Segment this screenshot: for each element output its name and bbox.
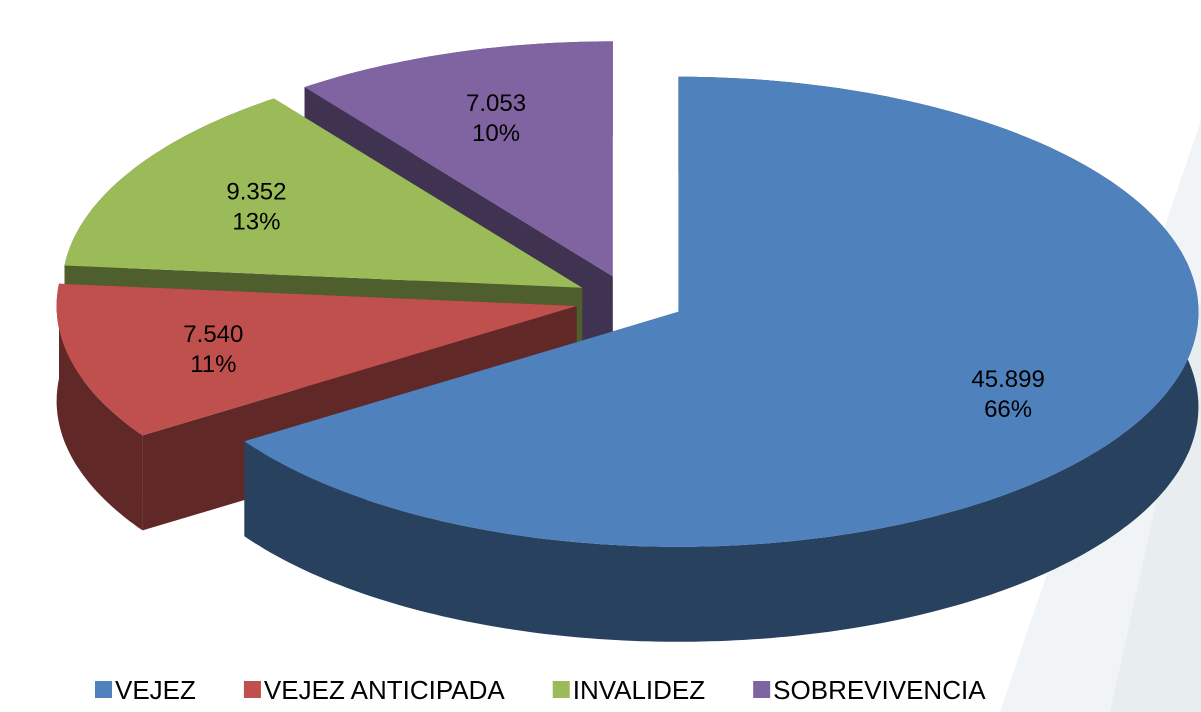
legend-swatch — [243, 681, 261, 698]
legend: VEJEZ VEJEZ ANTICIPADA INVALIDEZ SOBREVIVEN… — [95, 675, 986, 705]
percentage-label: 66% — [984, 396, 1032, 423]
data-label: 7.540 11% — [183, 321, 243, 378]
slice-top — [304, 41, 613, 277]
legend-label: VEJEZ ANTICIPADA — [264, 675, 505, 705]
legend-label: VEJEZ — [115, 675, 196, 705]
legend-swatch — [753, 681, 771, 698]
value-label: 7.053 — [466, 90, 526, 117]
data-label: 7.053 10% — [466, 90, 526, 147]
data-label: 9.352 13% — [226, 179, 286, 236]
legend-swatch — [95, 681, 112, 698]
slice-top — [56, 283, 577, 436]
percentage-label: 13% — [232, 209, 280, 236]
value-label: 9.352 — [226, 179, 286, 206]
percentage-label: 11% — [190, 351, 236, 378]
legend-label: INVALIDEZ — [573, 675, 706, 705]
percentage-label: 10% — [472, 120, 520, 147]
pie-slice — [244, 76, 1199, 642]
slice-top — [64, 98, 583, 288]
legend-swatch — [552, 681, 570, 698]
slice-side — [56, 283, 143, 531]
value-label: 45.899 — [971, 366, 1044, 393]
data-label: 45.899 66% — [971, 366, 1044, 423]
slice-top — [244, 76, 1199, 547]
pie: 7.053 10% 9.352 13% 7.540 11% 45.899 66% — [56, 41, 1199, 642]
legend-label: SOBREVIVENCIA — [773, 675, 986, 705]
value-label: 7.540 — [183, 321, 243, 348]
